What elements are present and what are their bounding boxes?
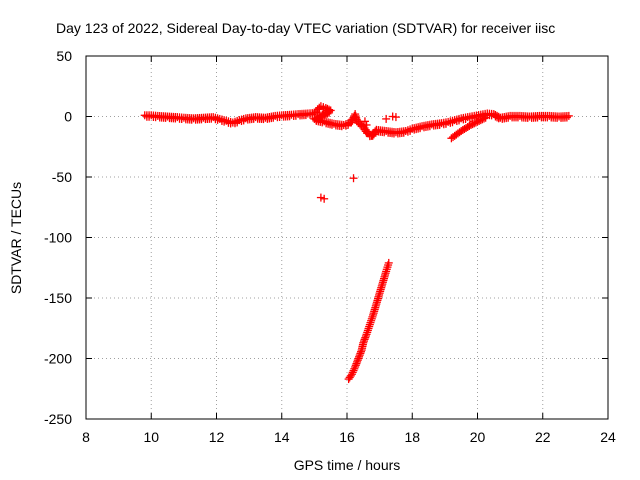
data-point [339,119,353,130]
data-point [320,194,329,203]
data-point [506,111,522,122]
axis-ticks [85,55,609,420]
data-points [140,102,573,384]
y-tick-label: -150 [44,290,72,306]
data-point [199,113,216,124]
data-point [362,322,374,339]
data-point [320,117,336,129]
data-point [362,120,371,129]
x-tick-label: 16 [339,429,355,445]
data-point [481,113,490,122]
data-point [564,111,573,120]
data-point [471,116,484,127]
data-point [476,114,489,125]
data-point [209,113,222,124]
x-tick-label: 10 [143,429,159,445]
x-tick-label: 20 [470,429,486,445]
series-2 [316,112,400,203]
series-3 [344,258,393,384]
x-tick-label: 18 [404,429,420,445]
axis-tick-labels: 8 10 12 14 16 18 20 22 24 50 0 -50 -100 -150 -200 -250 [44,48,616,445]
data-point [401,125,415,136]
series-0 [140,102,573,141]
data-point [391,113,400,122]
data-point [382,114,391,123]
data-point [241,113,258,124]
data-point [349,174,358,183]
data-point [391,127,408,138]
data-point [365,312,377,329]
x-tick-label: 8 [82,429,90,445]
data-point [347,364,359,379]
y-tick-label: 50 [56,48,72,64]
data-point [375,280,387,298]
x-tick-label: 12 [209,429,225,445]
data-point [367,127,380,140]
x-axis-label: GPS time / hours [294,457,401,473]
y-axis-label: SDTVAR / TECUs [8,182,24,294]
x-tick-label: 24 [600,429,616,445]
y-tick-label: 0 [64,109,72,125]
y-tick-label: -50 [52,169,72,185]
y-tick-label: -200 [44,351,72,367]
data-point [261,112,278,123]
data-point [351,356,362,371]
x-tick-label: 14 [274,429,290,445]
y-tick-label: -250 [44,411,72,427]
chart-title: Day 123 of 2022, Sidereal Day-to-day VTE… [56,20,555,36]
data-point [384,258,393,267]
data-point [444,116,457,127]
data-point [354,347,366,363]
data-point [359,331,370,347]
series-1 [447,113,490,143]
data-point [228,116,242,128]
data-point [179,113,196,124]
grid [86,56,608,419]
data-point [310,114,327,127]
x-tick-label: 22 [535,429,551,445]
data-point [277,110,294,121]
y-tick-label: -100 [44,230,72,246]
data-point [360,117,369,126]
